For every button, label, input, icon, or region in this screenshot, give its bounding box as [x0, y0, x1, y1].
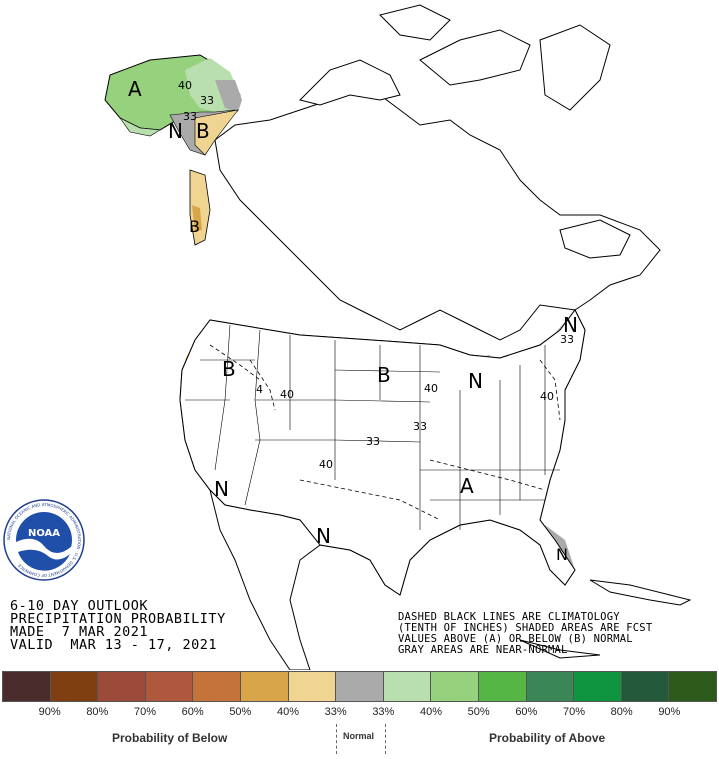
climatology-contours	[209, 344, 561, 521]
bc-coast-strip	[189, 169, 211, 246]
legend-tick-label: 90%	[658, 706, 681, 718]
contour-label: 40	[319, 458, 333, 471]
title-line: PRECIPITATION PROBABILITY	[10, 611, 226, 627]
legend-swatch	[669, 672, 716, 701]
title-line: 6-10 DAY OUTLOOK	[10, 598, 149, 614]
contour-labels: 40 33 33 40 4 40 33 33 40 40 33	[178, 79, 574, 471]
legend-above-caption: Probability of Above	[489, 731, 606, 745]
contour-label: 33	[413, 420, 427, 433]
legend-below-caption: Probability of Below	[112, 731, 228, 745]
note-line: VALUES ABOVE (A) OR BELOW (B) NORMAL	[398, 633, 633, 645]
legend-tick-label: 60%	[181, 706, 204, 718]
region-letters: A N B B B B A N N N N N	[128, 77, 578, 564]
conus	[179, 309, 586, 596]
contour-label: 33	[366, 435, 380, 448]
legend-swatch	[336, 672, 384, 701]
note-line: DASHED BLACK LINES ARE CLIMATOLOGY	[398, 611, 620, 623]
legend-tick-label: 80%	[610, 706, 633, 718]
letter-alaska-normal: N	[168, 119, 183, 143]
legend-tick-label: 40%	[419, 706, 443, 718]
legend-swatch	[526, 672, 575, 701]
legend-tick-label: 90%	[38, 706, 61, 718]
contour-label: 33	[560, 333, 574, 346]
legend-swatch	[50, 672, 99, 701]
legend-divider-right	[385, 724, 386, 754]
legend-swatch	[478, 672, 527, 701]
contour-label: 40	[540, 390, 554, 403]
noaa-logo-text: NOAA	[28, 528, 60, 539]
letter-plains-below: B	[377, 363, 391, 387]
letter-pacnw-below: B	[189, 217, 200, 236]
state-borders	[185, 324, 560, 530]
contour-label: 33	[200, 94, 214, 107]
letter-greatlakes-normal: N	[468, 369, 483, 393]
legend-tick-label: 40%	[276, 706, 300, 718]
legend-tick-label: 33%	[372, 706, 395, 718]
contour-label: 4	[256, 383, 263, 396]
legend-swatch	[193, 672, 241, 701]
legend-swatch	[621, 672, 670, 701]
legend-tick-label: 33%	[324, 706, 347, 718]
letter-west-below: B	[222, 357, 236, 381]
letter-southeast-above: A	[460, 474, 474, 498]
legend-tick-label: 70%	[133, 706, 157, 718]
legend-tick-labels: 90% 80% 70% 60% 50% 40% 33% 33% 40% 50% 60% 70% 80% 9…	[2, 706, 717, 720]
noaa-logo: NOAA NATIONAL OCEANIC AND ATMOSPHERIC AD…	[3, 499, 85, 581]
mexico-outline	[209, 488, 692, 670]
contour-label: 33	[183, 110, 197, 123]
title-line: VALID MAR 13 - 17, 2021	[10, 637, 218, 653]
note-line: (TENTH OF INCHES) SHADED AREAS ARE FCST	[398, 622, 653, 634]
outlook-title-block: 6-10 DAY OUTLOOK PRECIPITATION PROBABILIT…	[10, 598, 226, 653]
contour-label: 40	[280, 388, 294, 401]
title-line: MADE 7 MAR 2021	[10, 624, 149, 640]
letter-alaska-above: A	[128, 77, 142, 101]
letter-alaska-below: B	[196, 119, 210, 143]
us-precipitation-outlook-map: A N B B B B A N N N N N 40 33 33 40 4 40…	[3, 4, 692, 670]
legend-tick-label: 50%	[467, 706, 490, 718]
legend-normal-caption: Normal	[343, 731, 375, 741]
map-notes: DASHED BLACK LINES ARE CLIMATOLOGY (TENTH…	[398, 612, 652, 656]
letter-texas-normal: N	[316, 524, 331, 548]
letter-southwest-normal: N	[214, 477, 229, 501]
letter-florida-normal: N	[556, 545, 568, 564]
legend-swatch	[431, 672, 479, 701]
legend-swatch	[574, 672, 622, 701]
legend-swatch	[98, 672, 146, 701]
legend-tick-label: 80%	[86, 706, 109, 718]
note-line: GRAY AREAS ARE NEAR-NORMAL	[398, 644, 568, 656]
alaska	[104, 54, 242, 156]
contour-label: 40	[424, 382, 438, 395]
legend-swatch	[288, 672, 337, 701]
legend-swatch	[240, 672, 289, 701]
letter-northeast-normal: N	[563, 313, 578, 337]
canada-outline	[214, 4, 661, 341]
legend-tick-label: 70%	[562, 706, 586, 718]
probability-color-legend	[2, 671, 717, 702]
legend-tick-label: 60%	[515, 706, 538, 718]
legend-divider-left	[336, 724, 337, 754]
contour-label: 40	[178, 79, 192, 92]
legend-swatch	[3, 672, 51, 701]
legend-tick-label: 50%	[229, 706, 252, 718]
legend-swatch	[145, 672, 194, 701]
legend-swatch	[383, 672, 432, 701]
